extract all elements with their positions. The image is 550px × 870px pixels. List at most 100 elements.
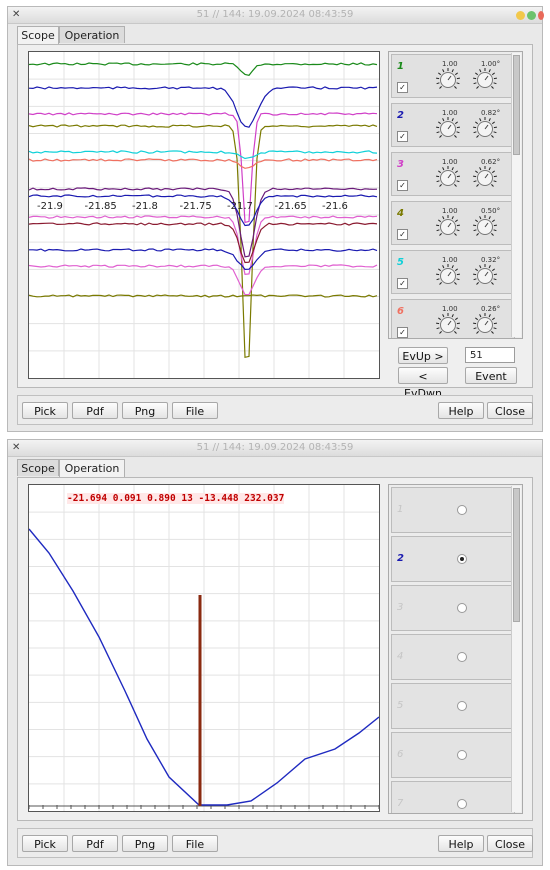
axis-ticks	[29, 805, 379, 809]
channel-enable-checkbox[interactable]: ✓	[397, 131, 408, 142]
channel-card-2: 2 ✓ 1.00 0.82°	[391, 103, 515, 147]
gain-knob[interactable]	[436, 117, 460, 141]
tab-scope[interactable]: Scope	[17, 459, 59, 476]
gain-knob[interactable]	[436, 166, 460, 190]
help-button[interactable]: Help	[438, 402, 484, 419]
channel-select-radio[interactable]	[457, 652, 467, 662]
pdf-button[interactable]: Pdf	[72, 835, 118, 852]
gain-knob[interactable]	[436, 313, 460, 337]
scrollbar-thumb[interactable]	[513, 55, 520, 155]
operation-channel-list: 1 2 3 4 5 6 7	[388, 484, 523, 814]
offset-knob[interactable]	[473, 117, 497, 141]
offset-value: 1.00°	[481, 60, 501, 68]
evdwn-button[interactable]: < EvDwn	[398, 367, 448, 400]
x-tick-label: -21.8	[132, 201, 158, 212]
readout-values: -21.694 0.091 0.890 13 -13.448 232.037	[67, 493, 285, 504]
channel-scrollbar[interactable]	[511, 53, 521, 337]
waveform-trace	[29, 248, 378, 271]
scope-panel: -21.9 -21.85 -21.8 -21.75 -21.7 -21.65 -21.6 1…	[17, 44, 533, 400]
channel-card-3: 3 ✓ 1.00 0.62°	[391, 152, 515, 196]
operation-channel-number: 3	[397, 602, 404, 613]
app-icon: ✕	[12, 442, 21, 453]
offset-knob[interactable]	[473, 264, 497, 288]
operation-curve	[29, 485, 379, 811]
gain-knob[interactable]	[436, 215, 460, 239]
channel-select-radio[interactable]	[457, 701, 467, 711]
operation-plot[interactable]: -21.694 0.091 0.890 13 -13.448 232.037	[28, 484, 380, 812]
operation-button-bar: Pick Pdf Png File Help Close	[17, 828, 533, 858]
waveform-trace	[29, 194, 378, 227]
x-tick-label: -21.75	[180, 201, 212, 212]
channel-card-5: 5 ✓ 1.00 0.32°	[391, 250, 515, 294]
gain-knob[interactable]	[436, 68, 460, 92]
channel-enable-checkbox[interactable]: ✓	[397, 82, 408, 93]
evup-button[interactable]: EvUp >	[398, 347, 448, 364]
maximize-button[interactable]	[527, 11, 536, 20]
png-button[interactable]: Png	[122, 835, 168, 852]
offset-value: 0.26°	[481, 305, 501, 313]
file-button[interactable]: File	[172, 835, 218, 852]
channel-enable-checkbox[interactable]: ✓	[397, 229, 408, 240]
channel-select-radio[interactable]	[457, 799, 467, 809]
scope-button-bar: Pick Pdf Png File Help Close	[17, 395, 533, 425]
waveform-trace	[29, 124, 378, 359]
operation-channel-3[interactable]: 3	[391, 585, 515, 631]
operation-scrollbar[interactable]	[511, 486, 521, 812]
channel-enable-checkbox[interactable]: ✓	[397, 327, 408, 338]
offset-knob[interactable]	[473, 166, 497, 190]
channel-card-1: 1 ✓ 1.00 1.00°	[391, 54, 515, 98]
offset-value: 0.62°	[481, 158, 501, 166]
close-button[interactable]: Close	[487, 402, 533, 419]
channel-enable-checkbox[interactable]: ✓	[397, 278, 408, 289]
scope-plot[interactable]: -21.9 -21.85 -21.8 -21.75 -21.7 -21.65 -21.6	[28, 51, 380, 379]
channel-select-radio[interactable]	[457, 750, 467, 760]
title-bar[interactable]: ✕ 51 // 144: 19.09.2024 08:43:59	[8, 440, 542, 457]
operation-channel-2[interactable]: 2	[391, 536, 515, 582]
png-button[interactable]: Png	[122, 402, 168, 419]
event-number-field[interactable]: 51	[465, 347, 515, 363]
gain-knob[interactable]	[436, 264, 460, 288]
help-button[interactable]: Help	[438, 835, 484, 852]
waveform-trace	[29, 264, 378, 296]
channel-select-radio[interactable]	[457, 603, 467, 613]
close-button[interactable]: Close	[487, 835, 533, 852]
operation-channel-number: 2	[397, 553, 404, 564]
operation-channel-number: 7	[397, 798, 404, 809]
offset-knob[interactable]	[473, 68, 497, 92]
gain-value: 1.00	[442, 109, 458, 117]
channel-select-radio[interactable]	[457, 505, 467, 515]
operation-channel-6[interactable]: 6	[391, 732, 515, 778]
channel-select-radio[interactable]	[457, 554, 467, 564]
operation-window: ✕ 51 // 144: 19.09.2024 08:43:59 Scope O…	[7, 439, 543, 866]
offset-knob[interactable]	[473, 215, 497, 239]
pick-button[interactable]: Pick	[22, 402, 68, 419]
event-button[interactable]: Event	[465, 367, 517, 384]
tab-operation[interactable]: Operation	[59, 26, 125, 43]
x-tick-label: -21.6	[322, 201, 348, 212]
operation-panel: -21.694 0.091 0.890 13 -13.448 232.037 1…	[17, 477, 533, 821]
pdf-button[interactable]: Pdf	[72, 402, 118, 419]
x-tick-label: -21.85	[85, 201, 117, 212]
title-bar[interactable]: ✕ 51 // 144: 19.09.2024 08:43:59	[8, 7, 544, 24]
operation-channel-5[interactable]: 5	[391, 683, 515, 729]
channel-card-4: 4 ✓ 1.00 0.50°	[391, 201, 515, 245]
x-tick-label: -21.7	[227, 201, 253, 212]
window-title: 51 // 144: 19.09.2024 08:43:59	[196, 9, 354, 20]
operation-channel-7[interactable]: 7	[391, 781, 515, 813]
operation-channel-4[interactable]: 4	[391, 634, 515, 680]
tab-operation[interactable]: Operation	[59, 459, 125, 478]
window-title: 51 // 144: 19.09.2024 08:43:59	[196, 442, 354, 453]
operation-channel-number: 1	[397, 504, 404, 515]
channel-enable-checkbox[interactable]: ✓	[397, 180, 408, 191]
offset-knob[interactable]	[473, 313, 497, 337]
close-window-button[interactable]	[538, 11, 544, 20]
channel-number: 6	[397, 306, 404, 317]
gain-value: 1.00	[442, 256, 458, 264]
pick-button[interactable]: Pick	[22, 835, 68, 852]
app-icon: ✕	[12, 9, 21, 20]
operation-channel-1[interactable]: 1	[391, 487, 515, 533]
minimize-button[interactable]	[516, 11, 525, 20]
tab-scope[interactable]: Scope	[17, 26, 59, 45]
scrollbar-thumb[interactable]	[513, 488, 520, 622]
file-button[interactable]: File	[172, 402, 218, 419]
